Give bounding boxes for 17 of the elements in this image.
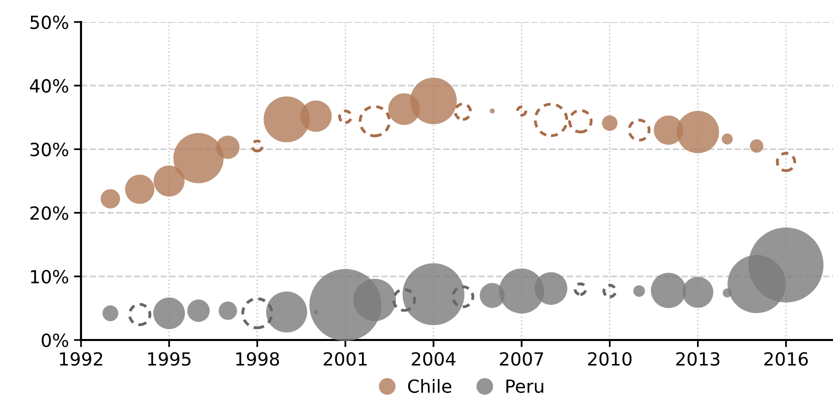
y-tick-label: 30% xyxy=(30,142,68,156)
legend-label: Chile xyxy=(408,379,452,393)
y-tick-label: 40% xyxy=(30,79,68,93)
x-tick-label: 2001 xyxy=(324,352,367,366)
y-tick-label: 0% xyxy=(42,333,68,348)
x-tick-label: 1995 xyxy=(148,352,191,366)
y-tick-label: 50% xyxy=(30,15,68,30)
y-tick-label: 10% xyxy=(31,270,68,284)
y-tick-label: 20% xyxy=(30,206,68,220)
legend-label: Peru xyxy=(506,380,544,393)
x-tick-label: 2010 xyxy=(588,352,632,366)
x-tick-label: 2007 xyxy=(500,352,544,366)
x-tick-label: 2004 xyxy=(412,352,456,366)
x-tick-label: 1992 xyxy=(60,352,102,366)
x-tick-label: 1998 xyxy=(236,352,279,366)
x-tick-label: 2016 xyxy=(764,352,808,366)
x-tick-label: 2013 xyxy=(676,352,720,366)
